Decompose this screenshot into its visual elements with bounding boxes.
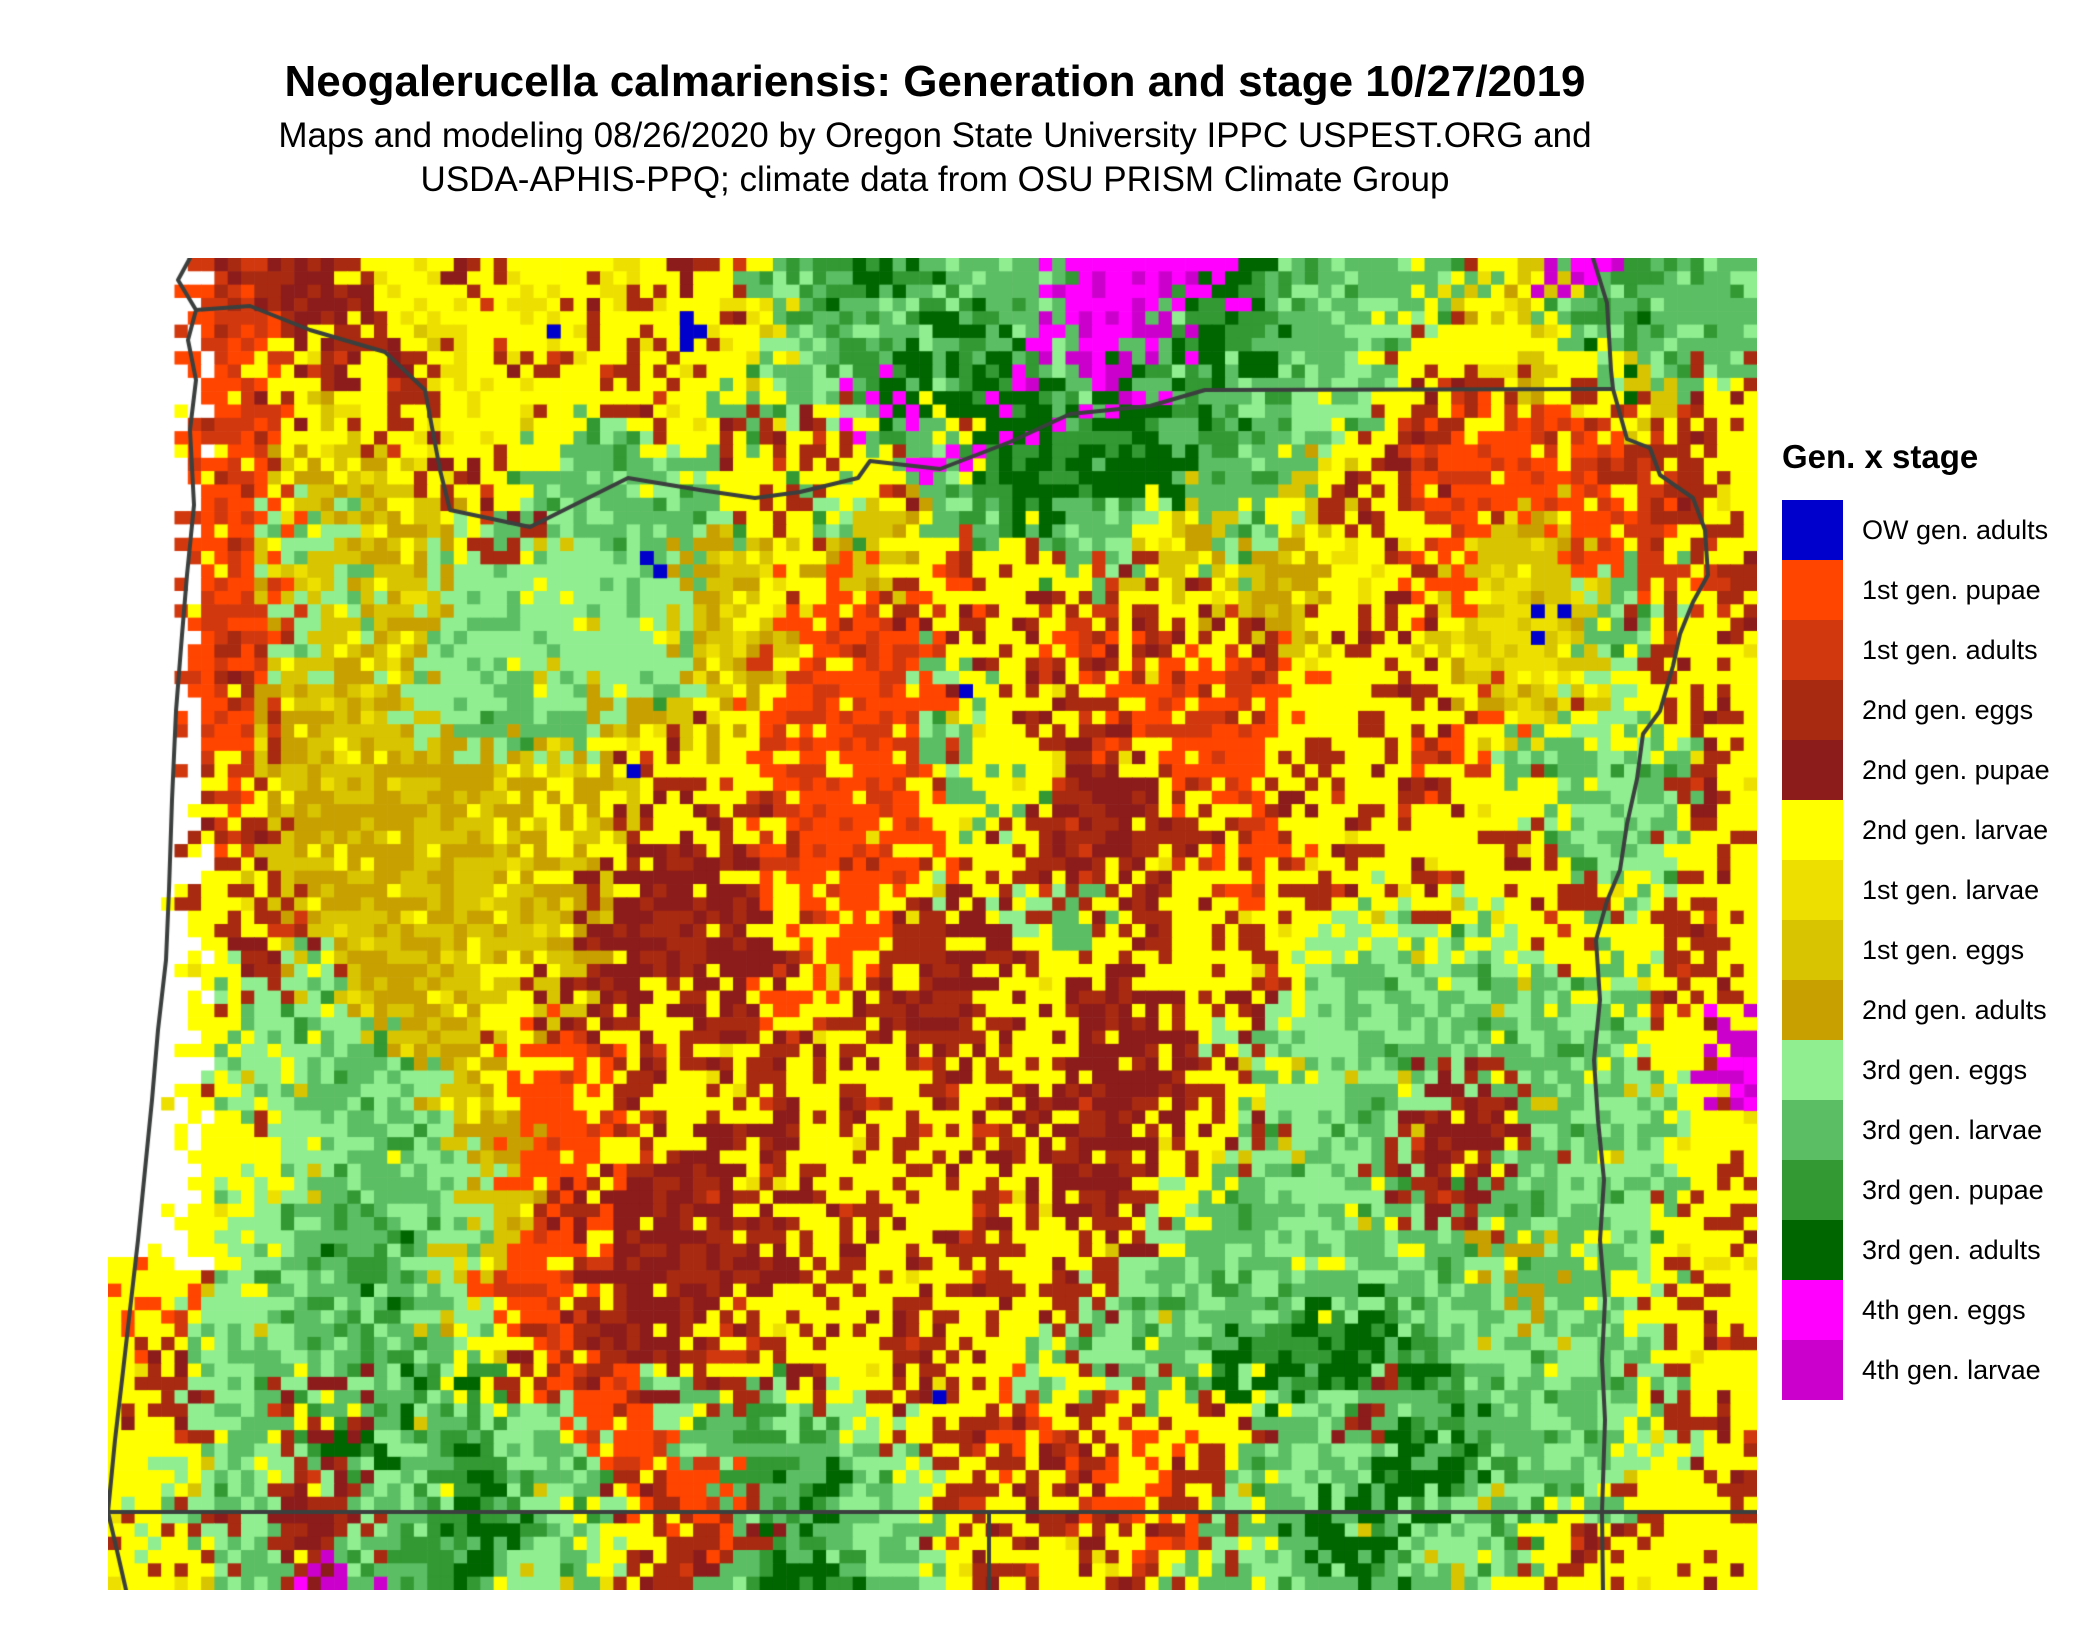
legend-label: 3rd gen. eggs bbox=[1862, 1054, 2028, 1085]
legend-swatch bbox=[1782, 1220, 1843, 1280]
header: Neogalerucella calmariensis: Generation … bbox=[30, 57, 1840, 202]
legend-item: 2nd gen. adults bbox=[1782, 980, 2100, 1040]
legend-swatch bbox=[1782, 500, 1843, 560]
legend-label: 2nd gen. eggs bbox=[1862, 694, 2034, 725]
legend-title: Gen. x stage bbox=[1782, 438, 1979, 475]
legend-item: 2nd gen. eggs bbox=[1782, 680, 2100, 740]
phenology-map-canvas bbox=[108, 258, 1757, 1590]
subtitle-line-2: USDA-APHIS-PPQ; climate data from OSU PR… bbox=[420, 160, 1450, 200]
legend-label: 1st gen. larvae bbox=[1862, 874, 2040, 905]
legend-swatch bbox=[1782, 1040, 1843, 1100]
legend-item: 3rd gen. pupae bbox=[1782, 1160, 2100, 1220]
legend-item: 1st gen. eggs bbox=[1782, 920, 2100, 980]
legend-label: 3rd gen. larvae bbox=[1862, 1114, 2043, 1145]
legend-swatch bbox=[1782, 1340, 1843, 1400]
legend-label: 2nd gen. larvae bbox=[1862, 814, 2049, 845]
subtitle-line-1: Maps and modeling 08/26/2020 by Oregon S… bbox=[278, 116, 1592, 156]
legend-item: 1st gen. larvae bbox=[1782, 860, 2100, 920]
legend-item: 4th gen. eggs bbox=[1782, 1280, 2100, 1340]
legend-swatch bbox=[1782, 740, 1843, 800]
legend-swatch bbox=[1782, 800, 1843, 860]
legend-label: 1st gen. eggs bbox=[1862, 934, 2025, 965]
legend-swatch bbox=[1782, 980, 1843, 1040]
page-title: Neogalerucella calmariensis: Generation … bbox=[284, 57, 1586, 106]
legend-label: 3rd gen. pupae bbox=[1862, 1174, 2044, 1205]
legend-label: 2nd gen. adults bbox=[1862, 994, 2047, 1025]
legend-swatch bbox=[1782, 620, 1843, 680]
legend-item: 4th gen. larvae bbox=[1782, 1340, 2100, 1400]
legend-swatch bbox=[1782, 1280, 1843, 1340]
legend-swatch bbox=[1782, 560, 1843, 620]
legend-label: 1st gen. adults bbox=[1862, 634, 2038, 665]
legend-item: 2nd gen. pupae bbox=[1782, 740, 2100, 800]
legend-label: OW gen. adults bbox=[1862, 514, 2049, 545]
legend-item: 2nd gen. larvae bbox=[1782, 800, 2100, 860]
legend-item: 3rd gen. eggs bbox=[1782, 1040, 2100, 1100]
legend-swatch bbox=[1782, 920, 1843, 980]
legend-item: 3rd gen. larvae bbox=[1782, 1100, 2100, 1160]
legend-label: 2nd gen. pupae bbox=[1862, 754, 2050, 785]
legend-label: 1st gen. pupae bbox=[1862, 574, 2041, 605]
legend-label: 3rd gen. adults bbox=[1862, 1234, 2041, 1265]
legend: Gen. x stage OW gen. adults 1st gen. pupa… bbox=[1782, 438, 2100, 1400]
legend-item: 1st gen. adults bbox=[1782, 620, 2100, 680]
legend-label: 4th gen. larvae bbox=[1862, 1354, 2041, 1385]
legend-item: 3rd gen. adults bbox=[1782, 1220, 2100, 1280]
legend-swatch bbox=[1782, 680, 1843, 740]
legend-item: OW gen. adults bbox=[1782, 500, 2100, 560]
legend-items: OW gen. adults 1st gen. pupae 1st gen. adu… bbox=[1782, 500, 2100, 1400]
legend-swatch bbox=[1782, 860, 1843, 920]
legend-swatch bbox=[1782, 1100, 1843, 1160]
legend-swatch bbox=[1782, 1160, 1843, 1220]
page-subtitle: Maps and modeling 08/26/2020 by Oregon S… bbox=[30, 114, 1840, 202]
legend-label: 4th gen. eggs bbox=[1862, 1294, 2026, 1325]
legend-item: 1st gen. pupae bbox=[1782, 560, 2100, 620]
